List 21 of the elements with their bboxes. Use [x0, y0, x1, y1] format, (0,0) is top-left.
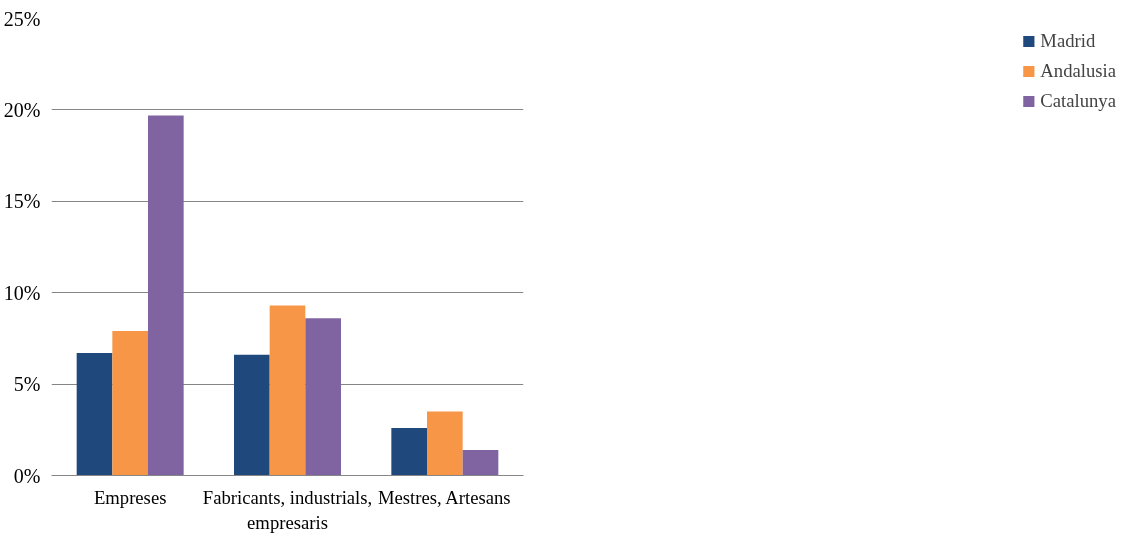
bar [76, 353, 113, 476]
y-tick-label: 0% [13, 464, 41, 487]
y-tick-label: 20% [3, 98, 41, 121]
bar [112, 331, 148, 476]
x-tick-label: Fabricants, industrials, empresaris [202, 486, 373, 533]
x-tick-label: Mestres, Artesans [378, 486, 511, 508]
bar [427, 411, 463, 476]
y-tick-label: 25% [3, 7, 41, 30]
bar [305, 318, 341, 476]
legend-label: Catalunya [1040, 90, 1116, 112]
bar [391, 427, 427, 476]
legend-label: Madrid [1040, 30, 1096, 52]
bar [269, 305, 306, 476]
bar [234, 354, 270, 476]
y-tick-label: 5% [13, 373, 41, 396]
legend-label: Andalusia [1040, 60, 1116, 82]
y-tick-label: 10% [3, 281, 41, 304]
bar [148, 115, 184, 476]
bar [462, 449, 499, 476]
y-tick-label: 15% [3, 190, 41, 213]
x-tick-label: Empreses [93, 486, 167, 508]
